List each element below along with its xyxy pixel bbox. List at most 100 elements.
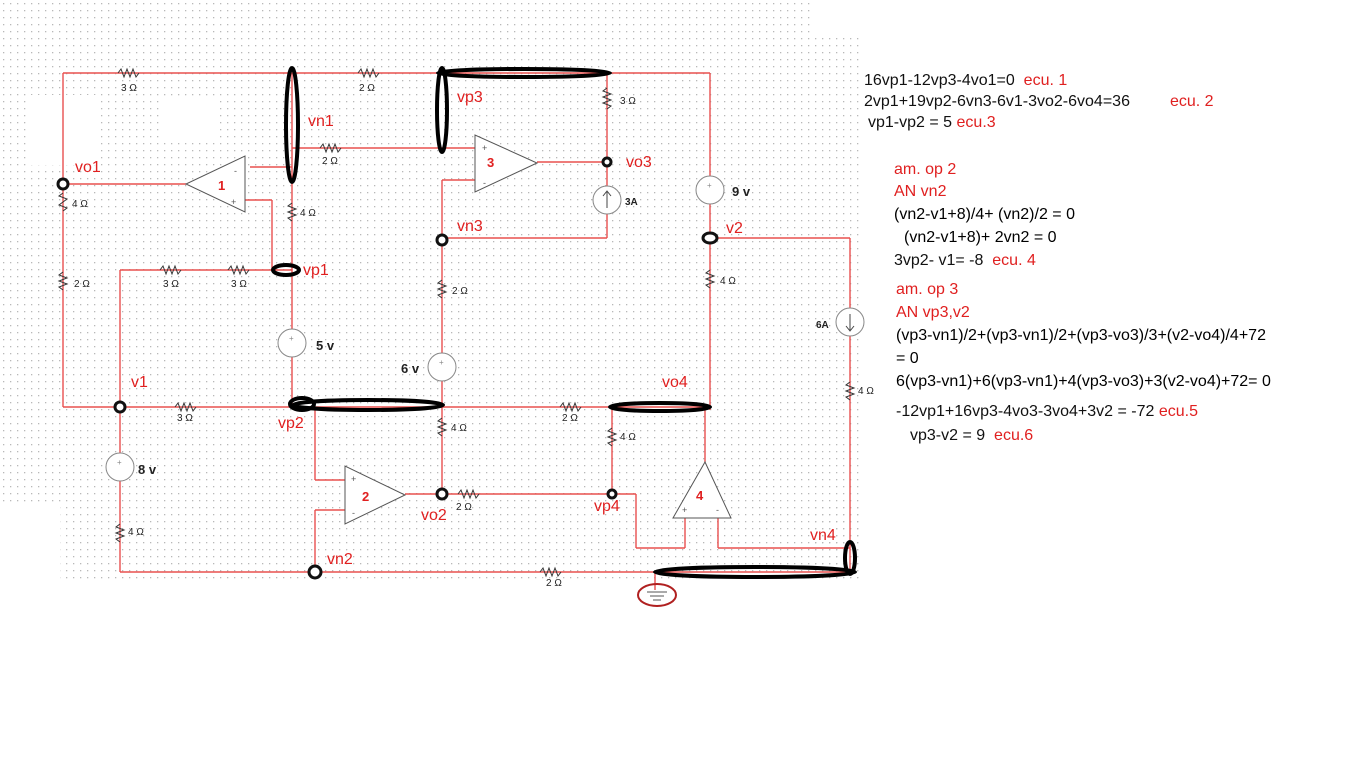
svg-text:-: - [716, 505, 719, 515]
supernode-vp3-v [435, 66, 449, 154]
svg-text:+: + [117, 458, 122, 467]
opamp-2 [344, 465, 407, 525]
label-r-vp2-vo4: 2 Ω [562, 413, 578, 424]
opamp-4-label: 4 [696, 488, 704, 503]
sources [105, 175, 865, 482]
label-3a: 3A [625, 197, 638, 208]
equation-1-tag: ecu. 1 [1023, 72, 1068, 89]
label-9v: 9 v [732, 184, 751, 199]
section-3-line-3-text: -12vp1+16vp3-4vo3-3vo4+3v2 = -72 [896, 403, 1155, 420]
source-5v [277, 328, 307, 358]
svg-text:+: + [682, 505, 687, 515]
section-3-line-2: 6(vp3-vn1)+6(vp3-vn1)+4(vp3-vo3)+3(v2-vo… [896, 373, 1271, 390]
label-v2: v2 [726, 220, 743, 237]
label-r-left-bottom: 4 Ω [128, 527, 144, 538]
equation-1-text: 16vp1-12vp3-4vo1=0 [864, 72, 1015, 89]
section-2-line-1: (vn2-v1+8)/4+ (vn2)/2 = 0 [894, 206, 1075, 223]
label-r-top-mid: 2 Ω [359, 83, 375, 94]
label-r-v2-down: 4 Ω [720, 276, 736, 287]
supernode-vn1 [284, 66, 300, 184]
label-r-right-down: 4 Ω [858, 386, 874, 397]
label-vn1: vn1 [308, 113, 334, 130]
svg-text:-: - [234, 166, 237, 176]
node-vo3 [601, 156, 613, 168]
section-2-line-3-text: 3vp2- v1= -8 [894, 252, 984, 269]
section-3-line-4-text: vp3-v2 = 9 [910, 427, 986, 444]
label-r-vn1-down: 4 Ω [300, 208, 316, 219]
opamp-2-label: 2 [362, 489, 369, 504]
section-3-line-4-tag: ecu.6 [994, 427, 1034, 444]
label-r-vp3-right: 3 Ω [620, 96, 636, 107]
section-2-an: AN vn2 [894, 183, 947, 200]
supernode-vn4 [843, 540, 857, 576]
section-3-line-3: -12vp1+16vp3-4vo3-3vo4+3v2 = -72 ecu.5 [896, 403, 1198, 421]
equation-3-text: vp1-vp2 = 5 [868, 114, 953, 131]
source-9v [695, 175, 725, 205]
equation-3: vp1-vp2 = 5 ecu.3 [868, 114, 996, 132]
supernode-vp2-end [288, 396, 316, 412]
label-vo4: vo4 [662, 374, 688, 391]
source-6v [427, 352, 457, 382]
section-2-title: am. op 2 [894, 161, 957, 178]
node-v1 [113, 400, 127, 414]
svg-text:+: + [289, 334, 294, 343]
node-markers [56, 156, 719, 580]
supernode-vp2 [291, 398, 445, 412]
svg-text:+: + [439, 358, 444, 367]
label-r-vo1-down: 4 Ω [72, 199, 88, 210]
opamp-3-label: 3 [487, 155, 494, 170]
resistor-labels: 3 Ω 2 Ω 3 Ω 2 Ω 4 Ω 4 Ω 2 Ω 3 Ω 3 Ω 2 Ω … [72, 83, 874, 589]
label-6a: 6A [816, 320, 829, 331]
svg-text:+: + [351, 474, 356, 484]
section-2-line-3: 3vp2- v1= -8 ecu. 4 [894, 252, 1036, 270]
section-3-title: am. op 3 [896, 281, 959, 298]
label-r-vp1-b: 3 Ω [231, 279, 247, 290]
equation-2: 2vp1+19vp2-6vn3-6v1-3vo2-6vo4=36 ecu. 2 [864, 93, 1214, 111]
source-labels: 5 v 6 v 8 v 9 v 3A 6A [138, 184, 829, 477]
opamp-4 [672, 460, 732, 519]
label-r-top-left: 3 Ω [121, 83, 137, 94]
label-vo2: vo2 [421, 507, 447, 524]
opamp-3 [474, 134, 539, 193]
label-r-left-mid: 2 Ω [74, 279, 90, 290]
label-vo1: vo1 [75, 159, 101, 176]
label-r-bottom: 2 Ω [546, 578, 562, 589]
label-vp1: vp1 [303, 262, 329, 279]
ground-symbol [637, 583, 677, 607]
svg-text:+: + [482, 143, 487, 153]
svg-text:+: + [231, 197, 236, 207]
node-labels: vo1 vn1 vp3 vo3 vn3 v2 vp1 v1 vp2 vo4 vo… [75, 89, 836, 568]
node-vo1 [56, 177, 70, 191]
section-3-an: AN vp3,v2 [896, 304, 970, 321]
supernodes [271, 66, 857, 579]
section-2-tag: ecu. 4 [992, 252, 1036, 269]
node-vo2 [435, 487, 449, 501]
section-3-line-1b: = 0 [896, 350, 919, 367]
label-vo3: vo3 [626, 154, 652, 171]
equation-2-tag: ecu. 2 [1169, 93, 1214, 110]
label-r-v1-vp2: 3 Ω [177, 413, 193, 424]
label-v1: v1 [131, 374, 148, 391]
section-2-line-2: (vn2-v1+8)+ 2vn2 = 0 [904, 229, 1057, 246]
svg-text:-: - [483, 178, 486, 188]
label-r-vo2-vp4: 2 Ω [456, 502, 472, 513]
supernode-vo4 [608, 401, 712, 413]
equation-2-text: 2vp1+19vp2-6vn3-6v1-3vo2-6vo4=36 [864, 93, 1130, 110]
label-5v: 5 v [316, 338, 335, 353]
svg-text:-: - [352, 508, 355, 518]
label-r-vo2-up: 4 Ω [451, 423, 467, 434]
label-vn2: vn2 [327, 551, 353, 568]
label-vn4: vn4 [810, 527, 836, 544]
label-r-vn3-down: 2 Ω [452, 286, 468, 297]
opamps [184, 134, 732, 525]
opamp-labels: 1 3 2 4 [218, 155, 704, 504]
equation-3-tag: ecu.3 [956, 114, 996, 131]
label-6v: 6 v [401, 361, 420, 376]
opamp-1-label: 1 [218, 178, 225, 193]
label-8v: 8 v [138, 462, 157, 477]
label-vp2: vp2 [278, 415, 304, 432]
grid-background [0, 0, 810, 505]
section-3-tag: ecu.5 [1158, 403, 1198, 420]
node-vp4 [606, 488, 618, 500]
